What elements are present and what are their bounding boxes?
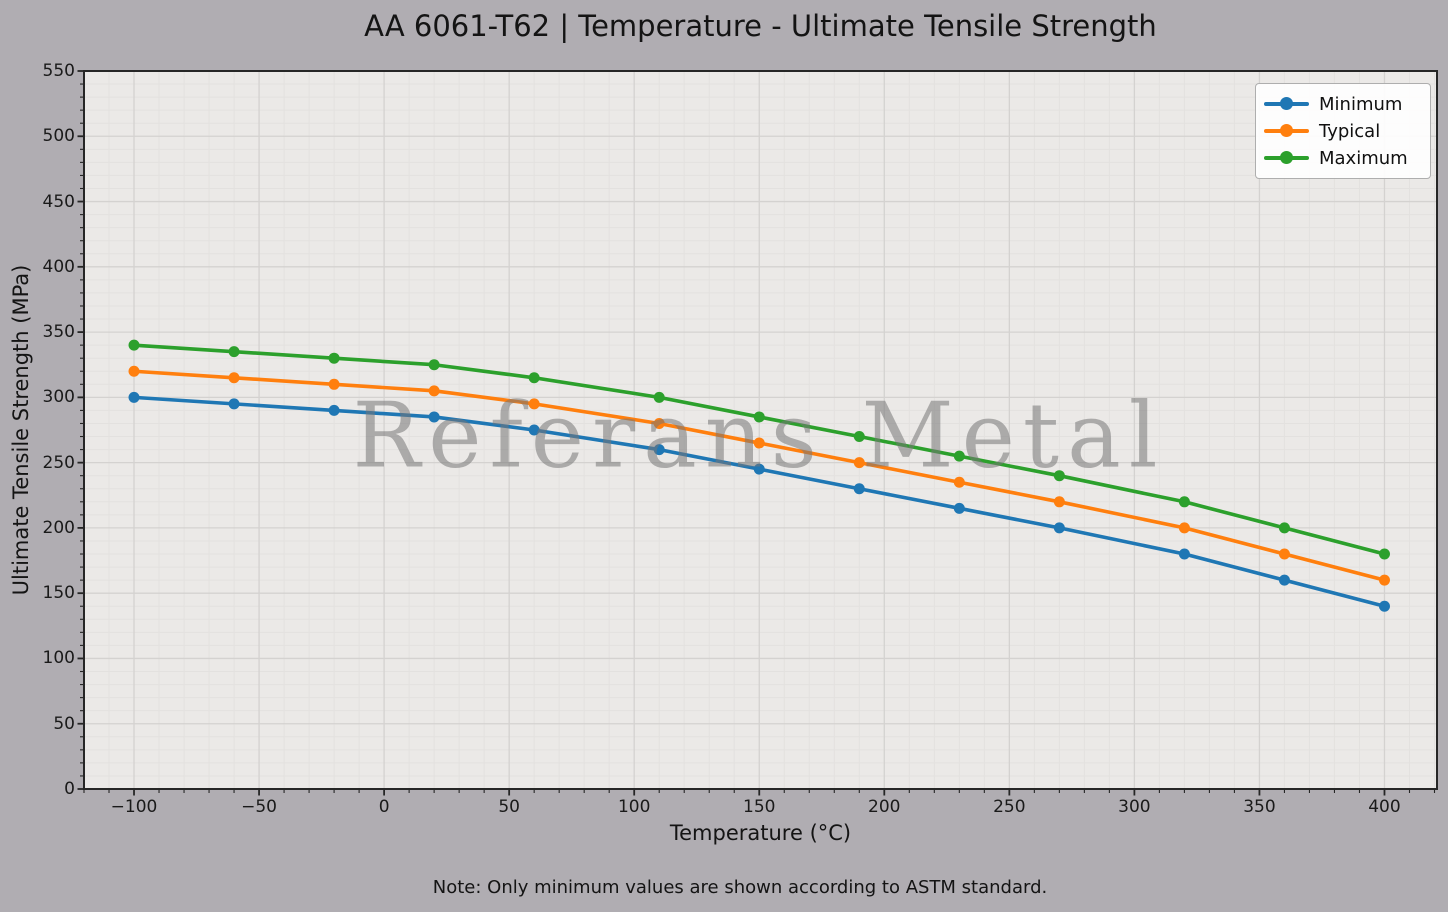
x-tick-label: 400 bbox=[1368, 797, 1401, 817]
tick-marks bbox=[77, 70, 1436, 796]
data-point bbox=[128, 391, 140, 403]
legend-label: Minimum bbox=[1319, 93, 1403, 115]
data-point bbox=[1053, 496, 1065, 508]
data-point bbox=[528, 398, 540, 410]
data-point bbox=[1053, 522, 1065, 534]
legend-label: Maximum bbox=[1319, 147, 1408, 169]
data-point bbox=[853, 483, 865, 495]
x-tick-label: 200 bbox=[868, 797, 901, 817]
data-point bbox=[1053, 470, 1065, 482]
data-point bbox=[1378, 600, 1390, 612]
data-point bbox=[1278, 548, 1290, 560]
x-axis-label: Temperature (°C) bbox=[669, 821, 852, 845]
data-point bbox=[328, 352, 340, 364]
x-tick-label: 150 bbox=[743, 797, 776, 817]
data-point bbox=[853, 457, 865, 469]
y-tick-label: 250 bbox=[42, 452, 75, 473]
x-tick-label: 100 bbox=[617, 797, 651, 817]
y-axis-label: Ultimate Tensile Strength (MPa) bbox=[9, 264, 33, 596]
series-markers-typical bbox=[128, 365, 1390, 586]
y-tick-label: 200 bbox=[42, 517, 75, 538]
y-tick-label: 450 bbox=[42, 191, 75, 212]
data-point bbox=[1178, 548, 1190, 560]
y-tick-label: 500 bbox=[42, 126, 75, 147]
x-tick-label: −100 bbox=[110, 797, 158, 817]
data-point bbox=[228, 398, 240, 410]
x-tick-label: 350 bbox=[1243, 797, 1276, 817]
axes-spines bbox=[83, 70, 1438, 790]
y-tick-label: 300 bbox=[42, 387, 75, 408]
legend: Minimum Typical Maximum bbox=[1255, 83, 1431, 179]
data-point bbox=[953, 476, 965, 488]
data-point bbox=[328, 378, 340, 390]
data-point bbox=[1178, 496, 1190, 508]
legend-line-icon bbox=[1264, 119, 1309, 143]
data-point bbox=[228, 346, 240, 358]
y-tick-label: 550 bbox=[42, 61, 75, 81]
data-point bbox=[653, 417, 665, 429]
data-point bbox=[753, 437, 765, 449]
data-point bbox=[653, 444, 665, 456]
x-tick-label: 50 bbox=[498, 797, 520, 817]
y-tick-label: 100 bbox=[42, 648, 75, 669]
data-point bbox=[228, 372, 240, 384]
y-tick-label: 350 bbox=[42, 322, 75, 343]
data-point bbox=[428, 385, 440, 397]
data-point bbox=[1178, 522, 1190, 534]
data-point bbox=[953, 450, 965, 462]
legend-item-typical: Typical bbox=[1264, 119, 1422, 143]
data-point bbox=[753, 463, 765, 475]
data-point bbox=[128, 365, 140, 377]
x-tick-label: 250 bbox=[993, 797, 1026, 817]
data-point bbox=[1278, 574, 1290, 586]
grid-minor bbox=[83, 71, 1437, 789]
legend-line-icon bbox=[1264, 146, 1309, 170]
note-text: Note: Only minimum values are shown acco… bbox=[432, 877, 1048, 898]
data-point bbox=[128, 339, 140, 351]
data-point bbox=[1278, 522, 1290, 534]
x-tick-label: −50 bbox=[241, 797, 278, 817]
legend-line-icon bbox=[1264, 92, 1309, 116]
data-point bbox=[853, 431, 865, 443]
grid-major bbox=[84, 70, 1437, 790]
y-tick-label: 50 bbox=[53, 713, 75, 734]
series-markers-maximum bbox=[128, 339, 1390, 560]
data-point bbox=[953, 502, 965, 514]
data-point bbox=[653, 391, 665, 403]
chart-title: AA 6061-T62 | Temperature - Ultimate Ten… bbox=[364, 9, 1157, 43]
legend-item-minimum: Minimum bbox=[1264, 92, 1422, 116]
data-point bbox=[1378, 548, 1390, 560]
data-point bbox=[1378, 574, 1390, 586]
x-tick-label: 0 bbox=[378, 797, 390, 817]
y-tick-label: 400 bbox=[42, 256, 75, 277]
legend-item-maximum: Maximum bbox=[1264, 146, 1422, 170]
data-point bbox=[428, 411, 440, 423]
series-markers-minimum bbox=[128, 391, 1390, 612]
legend-label: Typical bbox=[1319, 120, 1381, 142]
data-point bbox=[428, 359, 440, 371]
x-tick-label: 300 bbox=[1118, 797, 1151, 817]
data-point bbox=[753, 411, 765, 423]
y-tick-label: 150 bbox=[42, 583, 75, 604]
data-point bbox=[328, 404, 340, 416]
data-point bbox=[528, 372, 540, 384]
y-tick-label: 0 bbox=[64, 779, 75, 799]
data-point bbox=[528, 424, 540, 436]
